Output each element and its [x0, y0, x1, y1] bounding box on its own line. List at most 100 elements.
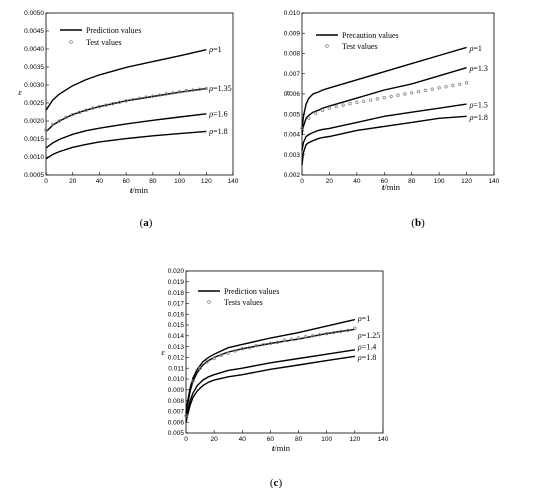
test-point	[184, 414, 188, 418]
x-tick-label: 40	[96, 178, 104, 185]
test-point	[451, 83, 455, 88]
test-point	[325, 331, 329, 336]
x-tick-label: 80	[295, 436, 303, 443]
test-point	[137, 96, 142, 101]
y-tick-label: 0.018	[168, 290, 185, 297]
test-point	[77, 110, 82, 115]
legend-marker-swatch	[69, 40, 73, 44]
y-tick-label: 0.005	[284, 111, 301, 118]
y-tick-label: 0.0035	[24, 64, 44, 71]
x-tick-label: 60	[267, 436, 275, 443]
test-point	[282, 338, 287, 342]
test-point	[341, 103, 345, 107]
test-point	[226, 351, 230, 355]
prediction-curve	[185, 349, 356, 421]
curve-label: ρ=1.8	[208, 127, 227, 136]
panel-caption-letter: c	[274, 477, 279, 489]
test-point	[171, 91, 175, 95]
curve-label-symbol: ρ	[469, 64, 474, 73]
test-point	[416, 89, 421, 94]
test-point	[111, 102, 115, 106]
y-tick-label: 0.011	[168, 365, 184, 372]
prediction-curve	[185, 355, 356, 423]
y-tick-label: 0.020	[168, 268, 185, 275]
legend-marker-swatch	[325, 44, 329, 48]
x-tick-label: 80	[149, 178, 157, 185]
y-tick-label: 0.010	[168, 376, 185, 383]
test-point	[289, 337, 294, 341]
prediction-curve	[301, 67, 467, 135]
x-tick-label: 40	[239, 436, 247, 443]
test-point	[410, 91, 414, 95]
test-point	[177, 90, 182, 94]
test-point	[191, 88, 195, 92]
legend-marker-label: Tests values	[224, 298, 263, 307]
legend: Precaution values Test values	[316, 31, 399, 51]
legend-line-label: Precaution values	[342, 31, 399, 40]
x-axis-variable: t	[272, 443, 275, 453]
prediction-curve	[45, 113, 207, 149]
test-point	[144, 95, 148, 99]
prediction-curve	[301, 103, 467, 151]
test-point	[353, 326, 357, 330]
panel-caption: (c)	[270, 477, 283, 489]
prediction-curve	[45, 130, 207, 160]
prediction-curve	[301, 115, 467, 165]
test-point	[403, 92, 407, 96]
legend-line-label: Prediction values	[224, 287, 279, 296]
y-tick-label: 0.008	[284, 51, 301, 58]
panel-caption-letter: a	[143, 217, 149, 229]
y-tick-label: 0.007	[284, 71, 301, 78]
test-point	[91, 106, 95, 110]
y-axis-label: ε	[286, 87, 290, 97]
test-point	[437, 86, 441, 90]
x-tick-label: 0	[44, 178, 48, 185]
test-point	[458, 82, 462, 86]
panel-caption-paren: (	[270, 477, 274, 489]
test-point	[97, 104, 102, 109]
test-point	[368, 98, 373, 102]
curve-label-symbol: ρ	[208, 84, 213, 93]
y-tick-label: 0.017	[168, 301, 185, 308]
test-point	[117, 100, 122, 104]
y-tick-label: 0.010	[284, 10, 301, 17]
test-point	[334, 104, 338, 109]
y-tick-label: 0.0025	[24, 100, 44, 107]
test-point	[444, 85, 448, 89]
y-tick-label: 0.014	[168, 333, 185, 340]
x-tick-label: 0	[300, 178, 304, 185]
plot-frame	[185, 270, 384, 434]
test-point	[348, 102, 352, 106]
legend-marker-swatch	[207, 300, 211, 304]
x-tick-label: 140	[228, 178, 239, 185]
y-tick-label: 0.008	[168, 398, 185, 405]
x-tick-label: 100	[174, 178, 185, 185]
prediction-curve	[45, 87, 207, 133]
test-point	[151, 94, 155, 98]
x-tick-label: 120	[349, 436, 360, 443]
y-tick-label: 0.012	[168, 355, 185, 362]
curve-label-symbol: ρ	[469, 113, 474, 122]
test-point	[268, 341, 273, 346]
y-tick-label: 0.0050	[24, 10, 44, 17]
x-tick-label: 140	[489, 178, 500, 185]
test-point	[219, 353, 223, 357]
y-tick-label: 0.003	[284, 152, 301, 159]
x-tick-label: 40	[353, 178, 361, 185]
test-point	[131, 97, 135, 102]
test-point	[296, 336, 301, 340]
x-tick-label: 0	[184, 436, 188, 443]
test-point	[184, 89, 188, 93]
test-point	[57, 119, 62, 123]
curve-label: ρ=1.6	[208, 109, 227, 118]
test-point	[204, 86, 208, 91]
x-tick-label: 120	[201, 178, 212, 185]
curve-label-symbol: ρ	[357, 353, 362, 362]
y-tick-label: 0.006	[168, 419, 185, 426]
test-point	[191, 379, 195, 383]
panel-caption-paren: )	[149, 217, 153, 229]
test-point	[254, 343, 259, 348]
panel-caption-letter: b	[415, 217, 421, 229]
legend-line-label: Prediction values	[86, 26, 141, 35]
